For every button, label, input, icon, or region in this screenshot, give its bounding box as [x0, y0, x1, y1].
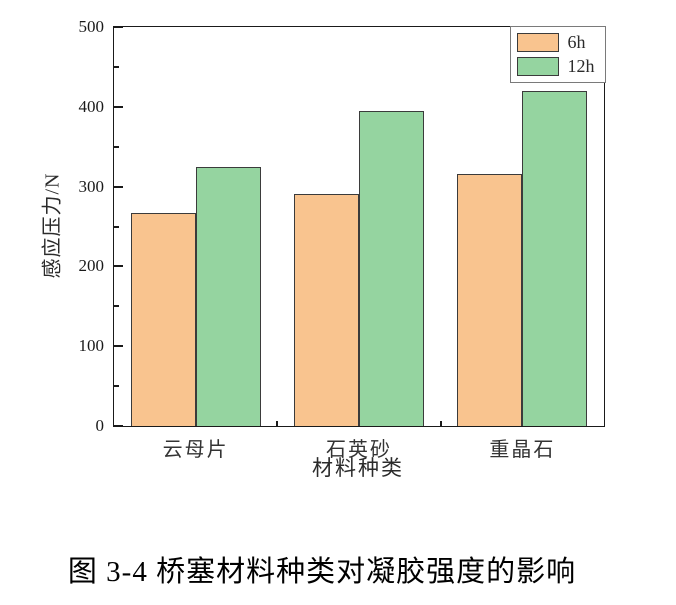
y-axis-minor-tick [114, 145, 119, 148]
x-tick-label-3: 重晶石 [489, 439, 556, 461]
figure-caption: 图 3-4 桥塞材料种类对凝胶强度的影响 [67, 556, 577, 588]
legend-item-12h: 12h [516, 55, 598, 77]
bar-12h-石英砂 [359, 110, 424, 426]
plot-area: 6h 12h 云母片 石英砂 重晶石 0 100 200 300 400 500 [79, 18, 606, 461]
bar-6h-重晶石 [457, 173, 523, 426]
x-axis-title: 材料种类 [312, 456, 404, 480]
y-axis-major-tick [114, 265, 123, 268]
y-axis-minor-tick [114, 305, 119, 308]
y-axis-minor-tick [114, 65, 119, 68]
y-axis-title: 感应压力/N [30, 26, 70, 425]
bar-6h-石英砂 [294, 193, 359, 426]
y-tick-label-200: 200 [78, 256, 105, 276]
y-axis-major-tick [114, 345, 123, 348]
legend-label-6h: 6h [567, 31, 586, 52]
y-axis-major-tick [114, 185, 123, 188]
legend-item-6h: 6h [516, 31, 598, 53]
y-axis-minor-tick [114, 385, 119, 388]
y-axis-major-tick [114, 425, 123, 427]
y-tick-label-0: 0 [95, 416, 105, 435]
x-axis-tick [439, 421, 442, 426]
y-tick-label-400: 400 [78, 96, 105, 116]
bar-6h-云母片 [130, 212, 196, 426]
y-axis-minor-tick [114, 225, 119, 228]
legend-label-12h: 12h [567, 55, 595, 76]
legend-swatch-6h [516, 32, 559, 52]
legend: 6h 12h [509, 25, 606, 83]
y-tick-label-300: 300 [78, 176, 105, 196]
x-tick-label-2: 石英砂 [326, 439, 392, 461]
y-tick-label-500: 500 [78, 17, 105, 36]
y-axis-major-tick [114, 26, 123, 28]
y-tick-label-100: 100 [78, 336, 105, 356]
legend-swatch-12h [516, 56, 559, 76]
bar-12h-云母片 [195, 166, 261, 426]
x-axis-tick [276, 421, 279, 426]
y-axis-major-tick [114, 105, 123, 108]
x-tick-label-1: 云母片 [162, 439, 229, 461]
bar-12h-重晶石 [522, 90, 588, 426]
